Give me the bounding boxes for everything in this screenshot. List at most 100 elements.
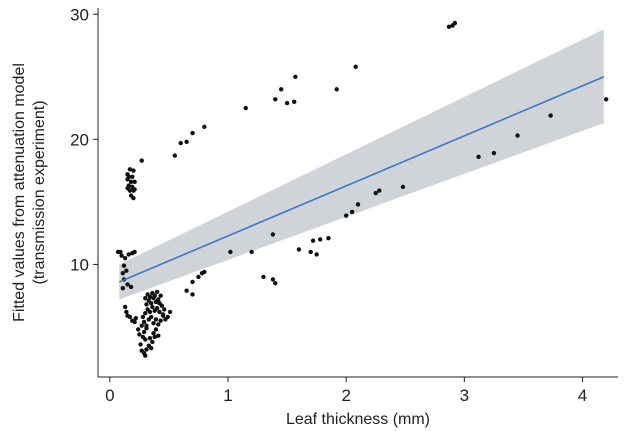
data-point <box>154 306 160 311</box>
y-axis-title: Fitted values from attenuation model (tr… <box>11 63 48 322</box>
data-point <box>190 279 195 285</box>
data-point <box>317 237 323 242</box>
y-axis-title-line2: (transmission experiment) <box>31 100 48 284</box>
data-point <box>150 304 155 310</box>
data-point <box>125 177 130 182</box>
x-tick-label: 1 <box>223 386 232 405</box>
data-point <box>261 274 266 280</box>
data-point <box>140 314 146 320</box>
data-point <box>125 282 130 287</box>
regression-line <box>118 76 605 283</box>
data-point <box>132 319 137 325</box>
data-point <box>446 24 452 29</box>
x-axis-title: Leaf thickness (mm) <box>286 411 430 428</box>
data-point <box>147 309 153 315</box>
data-point <box>148 301 154 306</box>
data-point <box>130 174 135 180</box>
data-point <box>296 247 302 252</box>
data-point <box>122 255 128 261</box>
data-point <box>141 329 147 335</box>
data-point <box>122 304 128 310</box>
data-point <box>120 285 126 291</box>
data-point <box>131 168 136 173</box>
data-point <box>190 130 195 136</box>
data-point <box>273 280 278 286</box>
data-point <box>144 347 149 352</box>
data-point <box>355 202 361 207</box>
y-tick-label: 30 <box>70 5 89 24</box>
data-point <box>124 309 129 315</box>
data-point <box>400 184 406 190</box>
data-point <box>202 124 207 130</box>
data-point <box>121 263 127 268</box>
x-tick-label: 4 <box>578 386 587 405</box>
data-point <box>184 288 189 293</box>
data-point <box>548 113 553 118</box>
data-point <box>154 289 160 295</box>
data-point <box>143 337 148 342</box>
data-point <box>124 268 129 273</box>
data-point <box>349 209 355 215</box>
data-point <box>314 252 319 257</box>
data-point <box>127 314 133 320</box>
data-point <box>152 293 157 298</box>
data-point <box>152 334 157 340</box>
data-point <box>160 312 166 317</box>
data-point <box>120 270 126 276</box>
data-point <box>310 238 316 243</box>
data-point <box>334 87 339 92</box>
data-point <box>150 339 155 345</box>
data-point <box>293 74 298 79</box>
data-point <box>147 336 153 341</box>
data-point <box>143 353 148 358</box>
data-point <box>144 302 149 307</box>
data-point <box>167 309 173 315</box>
data-point <box>151 321 156 326</box>
data-point <box>137 332 142 337</box>
data-point <box>278 87 284 92</box>
data-point <box>153 327 159 332</box>
y-tick-label: 20 <box>70 130 89 149</box>
data-point <box>476 154 481 160</box>
data-point <box>144 326 149 331</box>
data-point <box>128 179 134 185</box>
data-point <box>308 249 313 255</box>
data-point <box>190 292 195 297</box>
data-point <box>157 309 162 315</box>
data-point <box>147 294 153 300</box>
data-point <box>119 253 124 258</box>
data-point <box>143 311 148 316</box>
confidence-band <box>119 29 604 300</box>
data-point <box>178 140 183 146</box>
data-point <box>143 295 148 301</box>
data-point <box>135 327 141 332</box>
data-point <box>158 318 163 323</box>
data-point <box>132 179 137 185</box>
data-point <box>270 232 276 237</box>
plot-area <box>115 20 609 358</box>
data-point <box>139 158 144 163</box>
data-point <box>132 187 137 192</box>
data-point <box>153 317 159 322</box>
data-point <box>156 333 161 338</box>
x-tick-label: 3 <box>460 386 469 405</box>
data-point <box>249 249 254 255</box>
data-point <box>326 235 331 241</box>
data-point <box>156 322 161 327</box>
data-point <box>141 319 147 325</box>
data-point <box>125 185 130 191</box>
data-point <box>118 249 123 255</box>
data-point <box>126 252 131 257</box>
data-point <box>131 195 136 201</box>
data-point <box>353 64 358 69</box>
data-point <box>128 284 134 290</box>
data-point <box>158 293 163 298</box>
data-point <box>184 139 189 145</box>
data-point <box>151 331 156 336</box>
y-axis-title-line1: Fitted values from attenuation model <box>11 63 28 322</box>
data-point <box>243 105 248 111</box>
data-point <box>148 346 154 351</box>
data-point <box>127 167 133 172</box>
data-point <box>172 153 178 158</box>
